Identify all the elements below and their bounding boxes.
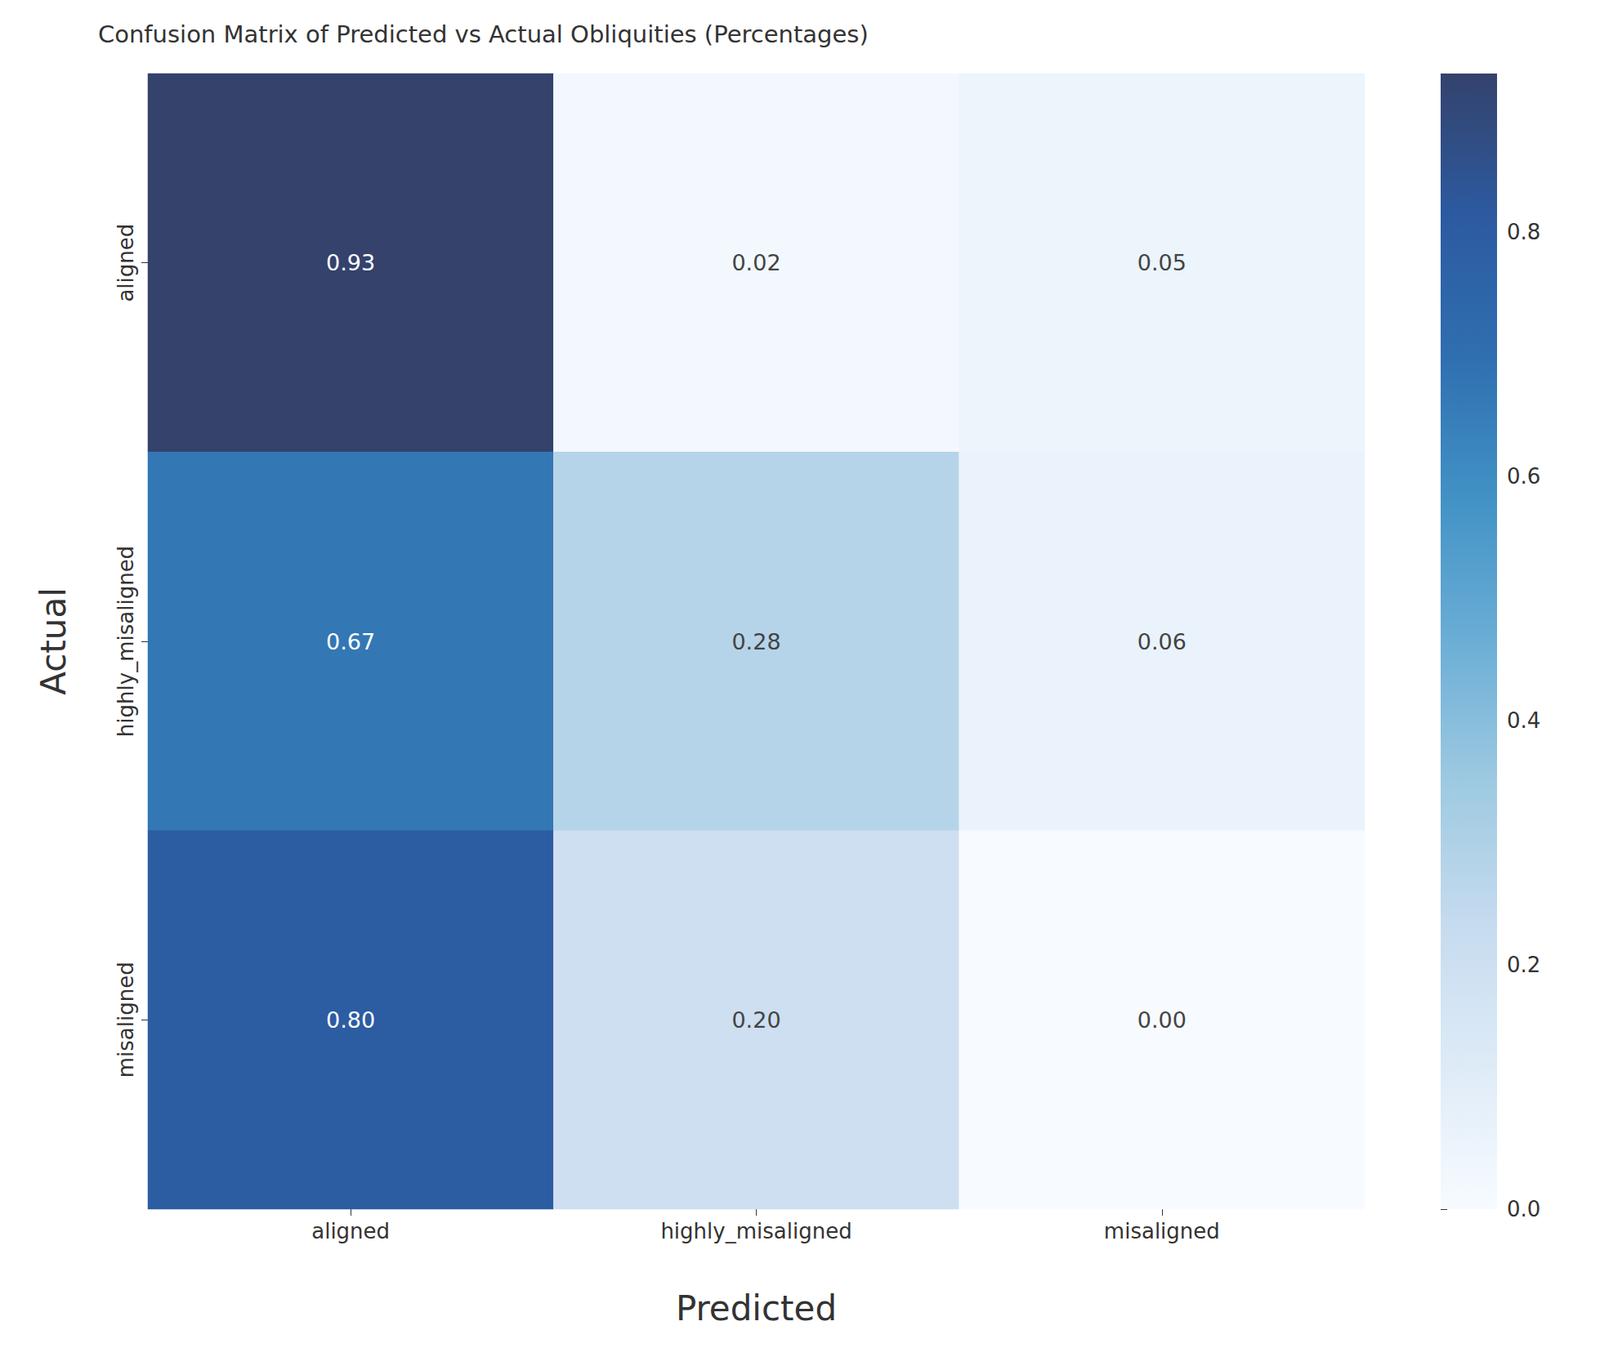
svg-text:0.02: 0.02	[731, 250, 781, 276]
svg-text:highly_misaligned: highly_misaligned	[113, 545, 139, 738]
svg-text:aligned: aligned	[113, 223, 139, 303]
svg-text:0.6: 0.6	[1506, 464, 1541, 489]
svg-text:0.0: 0.0	[1506, 1197, 1541, 1222]
svg-text:0.67: 0.67	[326, 629, 376, 655]
svg-text:0.2: 0.2	[1506, 952, 1541, 978]
svg-text:0.06: 0.06	[1137, 629, 1187, 655]
svg-text:0.00: 0.00	[1137, 1007, 1187, 1033]
svg-text:highly_misaligned: highly_misaligned	[660, 1219, 852, 1244]
svg-text:Confusion Matrix of Predicted: Confusion Matrix of Predicted vs Actual …	[98, 20, 869, 49]
svg-text:0.4: 0.4	[1506, 708, 1541, 733]
svg-text:0.8: 0.8	[1506, 219, 1541, 245]
svg-text:0.28: 0.28	[731, 629, 781, 655]
svg-text:misaligned: misaligned	[1103, 1219, 1221, 1244]
svg-text:Predicted: Predicted	[675, 1288, 837, 1329]
svg-text:0.93: 0.93	[326, 250, 376, 276]
svg-text:Actual: Actual	[33, 587, 74, 696]
svg-text:0.05: 0.05	[1137, 250, 1187, 276]
svg-text:0.20: 0.20	[731, 1007, 781, 1033]
svg-text:0.80: 0.80	[326, 1007, 376, 1033]
svg-text:misaligned: misaligned	[113, 961, 139, 1078]
svg-text:aligned: aligned	[311, 1219, 390, 1244]
